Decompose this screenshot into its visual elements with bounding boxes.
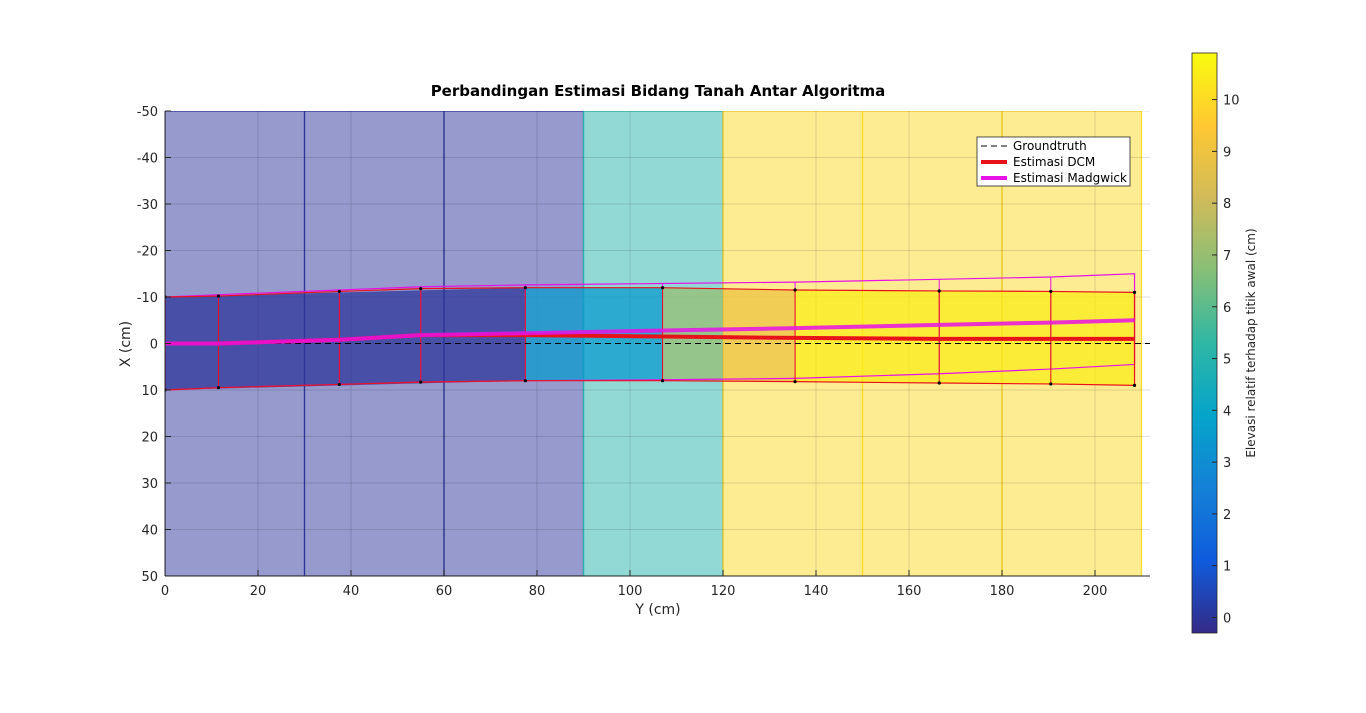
- chart-title: Perbandingan Estimasi Bidang Tanah Antar…: [431, 82, 886, 100]
- y-tick-label-9: 40: [141, 524, 158, 539]
- dcm-corner-top-6: [793, 288, 797, 292]
- legend: Groundtruth Estimasi DCM Estimasi Madgwi…: [976, 136, 1131, 187]
- dcm-corner-bottom-4: [523, 379, 527, 383]
- series-line-2: [165, 318, 1135, 346]
- dcm-corner-bottom-9: [1132, 383, 1137, 387]
- dcm-corner-top-2: [337, 289, 341, 294]
- dcm-corner-bottom-3: [419, 380, 423, 384]
- x-tick-label-6: 120: [711, 584, 736, 599]
- x-tick-label-10: 200: [1083, 584, 1108, 599]
- dcm-corner-top-7: [937, 289, 941, 293]
- dcm-corner-bottom-5: [660, 379, 665, 383]
- colorbar-tick-label-4: 4: [1223, 404, 1231, 419]
- colorbar-tick-label-10: 10: [1223, 94, 1240, 109]
- x-tick-labels: 0 20 40 60 80 100 120 140 160 180 200: [161, 570, 1108, 599]
- colorbar-tick-labels: 0 1 2 3 4 5 6 7 8 9 10: [1212, 94, 1240, 626]
- x-tick-label-5: 100: [618, 584, 643, 599]
- x-axis-label: Y (cm): [634, 602, 680, 618]
- colorbar-tick-label-3: 3: [1223, 456, 1231, 471]
- y-tick-label-5: 0: [150, 338, 158, 353]
- x-tick-label-9: 180: [990, 584, 1015, 599]
- colorbar-gradient: [1191, 52, 1218, 634]
- dcm-corner-top-4: [523, 286, 527, 290]
- x-tick-label-0: 0: [161, 584, 169, 599]
- y-tick-label-3: -20: [137, 245, 158, 260]
- y-tick-label-6: 10: [141, 384, 158, 399]
- y-tick-label-8: 30: [141, 477, 158, 492]
- colorbar-label: Elevasi relatif terhadap titik awal (cm): [1244, 228, 1258, 457]
- dcm-corner-top-1: [216, 294, 221, 298]
- y-tick-label-1: -40: [137, 152, 158, 167]
- colorbar-tick-label-7: 7: [1223, 249, 1231, 264]
- y-tick-label-2: -30: [137, 198, 158, 213]
- x-tick-label-4: 80: [529, 584, 546, 599]
- y-tick-label-4: -10: [137, 291, 158, 306]
- legend-label-madgwick: Estimasi Madgwick: [1013, 171, 1127, 185]
- x-tick-label-1: 20: [250, 584, 267, 599]
- y-tick-label-10: 50: [141, 570, 158, 585]
- legend-label-groundtruth: Groundtruth: [1013, 139, 1087, 153]
- colorbar-tick-label-0: 0: [1223, 611, 1231, 626]
- dcm-corner-bottom-7: [937, 381, 941, 385]
- legend-label-dcm: Estimasi DCM: [1013, 155, 1095, 169]
- colorbar-tick-label-9: 9: [1223, 145, 1231, 160]
- colorbar: 0 1 2 3 4 5 6 7 8 9 10 Elevasi relatif terhadap ti…: [1191, 52, 1258, 634]
- series-lines: [165, 318, 1150, 346]
- estimated-segment-2: [662, 287, 723, 382]
- colorbar-tick-label-1: 1: [1223, 560, 1231, 575]
- colorbar-tick-label-5: 5: [1223, 353, 1231, 368]
- y-axis-label: X (cm): [118, 321, 134, 367]
- dcm-corner-top-8: [1049, 289, 1053, 294]
- x-tick-label-3: 60: [436, 584, 453, 599]
- y-tick-label-0: -50: [137, 105, 158, 120]
- colorbar-tick-label-8: 8: [1223, 197, 1231, 212]
- x-tick-label-8: 160: [897, 584, 922, 599]
- colorbar-tick-label-6: 6: [1223, 301, 1231, 316]
- colorbar-tick-label-2: 2: [1223, 508, 1231, 523]
- y-tick-label-7: 20: [141, 431, 158, 446]
- x-tick-label-7: 140: [804, 584, 829, 599]
- dcm-corner-top-3: [419, 287, 423, 291]
- dcm-corner-bottom-6: [793, 380, 797, 384]
- dcm-corner-top-5: [660, 286, 665, 290]
- dcm-corner-bottom-2: [337, 382, 341, 387]
- estimated-segment-3: [723, 288, 796, 382]
- dcm-corner-bottom-8: [1049, 382, 1053, 386]
- x-tick-label-2: 40: [343, 584, 360, 599]
- y-tick-labels: -50 -40 -30 -20 -10 0 10 20 30 40 50: [137, 105, 171, 585]
- dcm-corner-top-9: [1132, 290, 1137, 294]
- dcm-corner-bottom-1: [216, 386, 221, 390]
